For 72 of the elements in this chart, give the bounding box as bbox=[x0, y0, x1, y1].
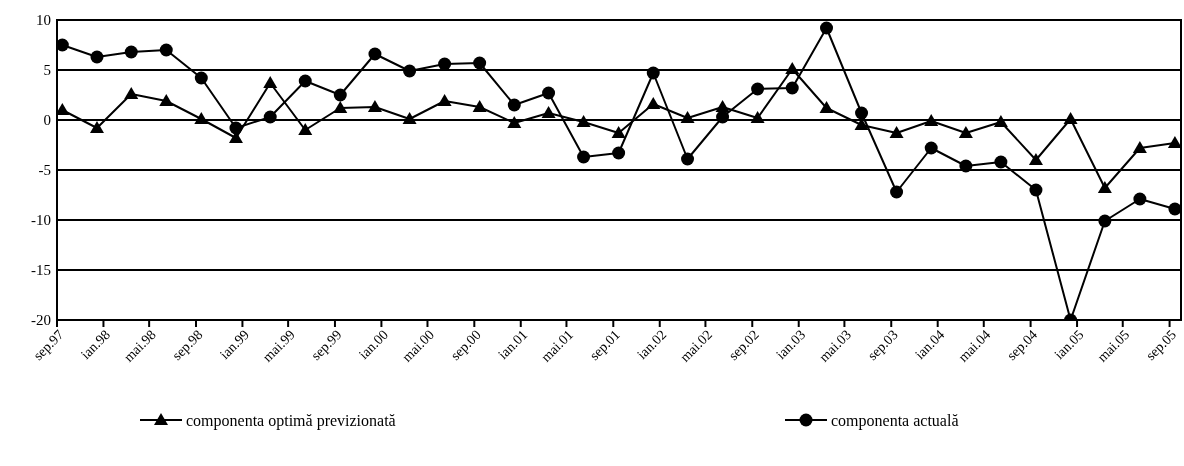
point bbox=[1028, 153, 1043, 165]
point bbox=[959, 159, 973, 173]
point bbox=[1097, 181, 1112, 193]
point bbox=[1167, 136, 1182, 148]
point bbox=[576, 115, 591, 127]
point bbox=[715, 100, 730, 112]
point bbox=[263, 76, 278, 88]
y-tick-label: 0 bbox=[43, 112, 51, 129]
point bbox=[542, 86, 556, 100]
point bbox=[680, 111, 695, 123]
point bbox=[785, 62, 800, 74]
point bbox=[194, 112, 209, 124]
point bbox=[577, 150, 591, 164]
point bbox=[1063, 112, 1078, 124]
point bbox=[716, 110, 730, 124]
point bbox=[298, 123, 313, 135]
point bbox=[124, 45, 138, 59]
point bbox=[194, 71, 208, 85]
point bbox=[402, 112, 417, 124]
point bbox=[1133, 192, 1147, 206]
point bbox=[1029, 183, 1043, 197]
point bbox=[89, 121, 104, 133]
point bbox=[1132, 141, 1147, 153]
point bbox=[750, 111, 765, 123]
point bbox=[159, 43, 173, 57]
point bbox=[473, 56, 487, 70]
point bbox=[57, 103, 70, 115]
point bbox=[612, 146, 626, 160]
y-tick-label: 10 bbox=[36, 12, 51, 29]
point bbox=[507, 116, 522, 128]
point bbox=[367, 100, 382, 112]
y-tick-label: -5 bbox=[38, 162, 51, 179]
point bbox=[1098, 214, 1112, 228]
point bbox=[438, 57, 452, 71]
point bbox=[924, 114, 939, 126]
point bbox=[819, 101, 834, 113]
point bbox=[159, 94, 174, 106]
point bbox=[924, 141, 938, 155]
point bbox=[368, 47, 382, 61]
point bbox=[855, 106, 869, 120]
point bbox=[646, 66, 660, 80]
point bbox=[472, 100, 487, 112]
point bbox=[958, 126, 973, 138]
point bbox=[263, 110, 277, 124]
y-tick-label: -20 bbox=[31, 312, 51, 329]
point bbox=[124, 87, 139, 99]
point bbox=[890, 185, 904, 199]
point bbox=[889, 126, 904, 138]
y-tick-label: -15 bbox=[31, 262, 51, 279]
point bbox=[57, 38, 69, 52]
point bbox=[820, 21, 834, 35]
point bbox=[333, 88, 347, 102]
y-tick-label: -10 bbox=[31, 212, 51, 229]
point bbox=[507, 98, 521, 112]
point bbox=[403, 64, 417, 78]
point bbox=[90, 50, 104, 64]
point bbox=[993, 115, 1008, 127]
point bbox=[646, 97, 661, 109]
point bbox=[751, 82, 765, 96]
point bbox=[1168, 202, 1182, 216]
y-tick-label: 5 bbox=[43, 62, 51, 79]
point bbox=[541, 106, 556, 118]
point bbox=[994, 155, 1008, 169]
legend-label: componenta optimă previzionată bbox=[186, 411, 396, 430]
legend-label: componenta actuală bbox=[831, 411, 959, 430]
point bbox=[333, 101, 348, 113]
point bbox=[229, 121, 243, 135]
point bbox=[298, 74, 312, 88]
point bbox=[681, 152, 695, 166]
point bbox=[437, 94, 452, 106]
point bbox=[611, 126, 626, 138]
point bbox=[785, 81, 799, 95]
